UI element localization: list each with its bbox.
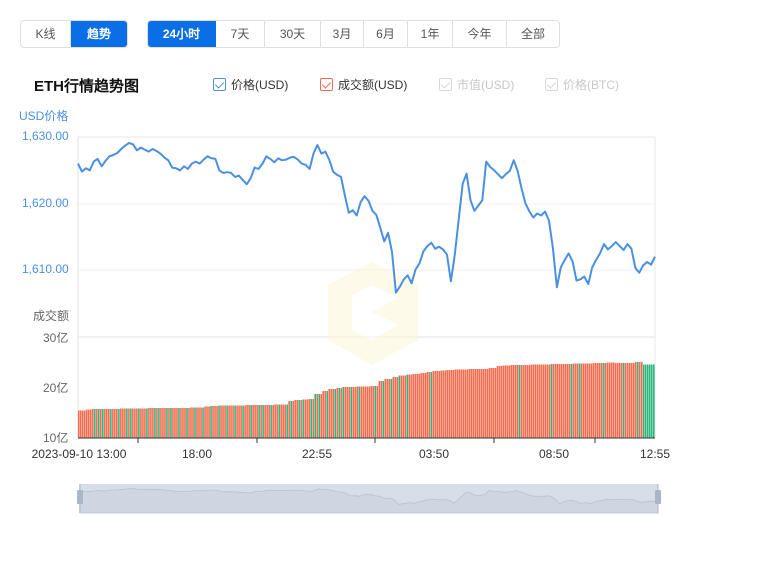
- legend-volume-usd[interactable]: 成交额(USD): [320, 76, 407, 93]
- view-toggle: K线 趋势: [20, 20, 128, 48]
- price-line: [77, 142, 656, 294]
- legend-label: 市值(USD): [457, 78, 515, 92]
- tab-7d[interactable]: 7天: [216, 21, 265, 47]
- checkbox-icon: [545, 78, 558, 91]
- price-axis-title: USD价格: [19, 109, 69, 123]
- tab-24h[interactable]: 24小时: [148, 21, 216, 47]
- checkbox-checked-icon: [320, 78, 333, 91]
- price-tick: 1,610.00: [22, 262, 69, 276]
- x-tick: 12:55: [639, 447, 671, 461]
- tab-3m[interactable]: 3月: [321, 21, 364, 47]
- legend-label: 价格(USD): [231, 78, 289, 92]
- tab-all[interactable]: 全部: [520, 27, 545, 41]
- price-tick: 1,630.00: [22, 129, 69, 143]
- legend-label: 价格(BTC): [563, 78, 619, 92]
- x-tick: 18:00: [181, 447, 213, 461]
- time-navigator[interactable]: [77, 484, 661, 514]
- tab-30d[interactable]: 30天: [265, 21, 321, 47]
- range-tabs: 24小时 7天 30天 3月 6月 1年 今年 全部: [147, 20, 560, 48]
- x-tick: 22:55: [301, 447, 333, 461]
- volume-axis-title: 成交额: [33, 309, 70, 323]
- x-tick: 08:50: [538, 447, 570, 461]
- checkbox-icon: [439, 78, 452, 91]
- tab-1y[interactable]: 1年: [408, 21, 453, 47]
- x-tick: 03:50: [418, 447, 450, 461]
- volume-tick: 10亿: [43, 431, 69, 445]
- price-tick: 1,620.00: [22, 196, 69, 210]
- legend-price-usd[interactable]: 价格(USD): [213, 76, 288, 93]
- chart-title: ETH行情趋势图: [34, 78, 140, 95]
- legend-marketcap-usd[interactable]: 市值(USD): [439, 76, 514, 93]
- legend-label: 成交额(USD): [338, 78, 408, 92]
- volume-tick: 20亿: [43, 381, 69, 395]
- x-tick: 2023-09-10 13:00: [31, 447, 127, 461]
- volume-tick: 30亿: [43, 331, 69, 345]
- legend-price-btc[interactable]: 价格(BTC): [545, 76, 619, 93]
- kline-button[interactable]: K线: [21, 21, 71, 47]
- tab-ytd[interactable]: 今年: [453, 21, 507, 47]
- checkbox-checked-icon: [213, 78, 226, 91]
- volume-bars: [78, 362, 655, 438]
- tab-6m[interactable]: 6月: [364, 21, 408, 47]
- trend-button[interactable]: 趋势: [71, 21, 127, 47]
